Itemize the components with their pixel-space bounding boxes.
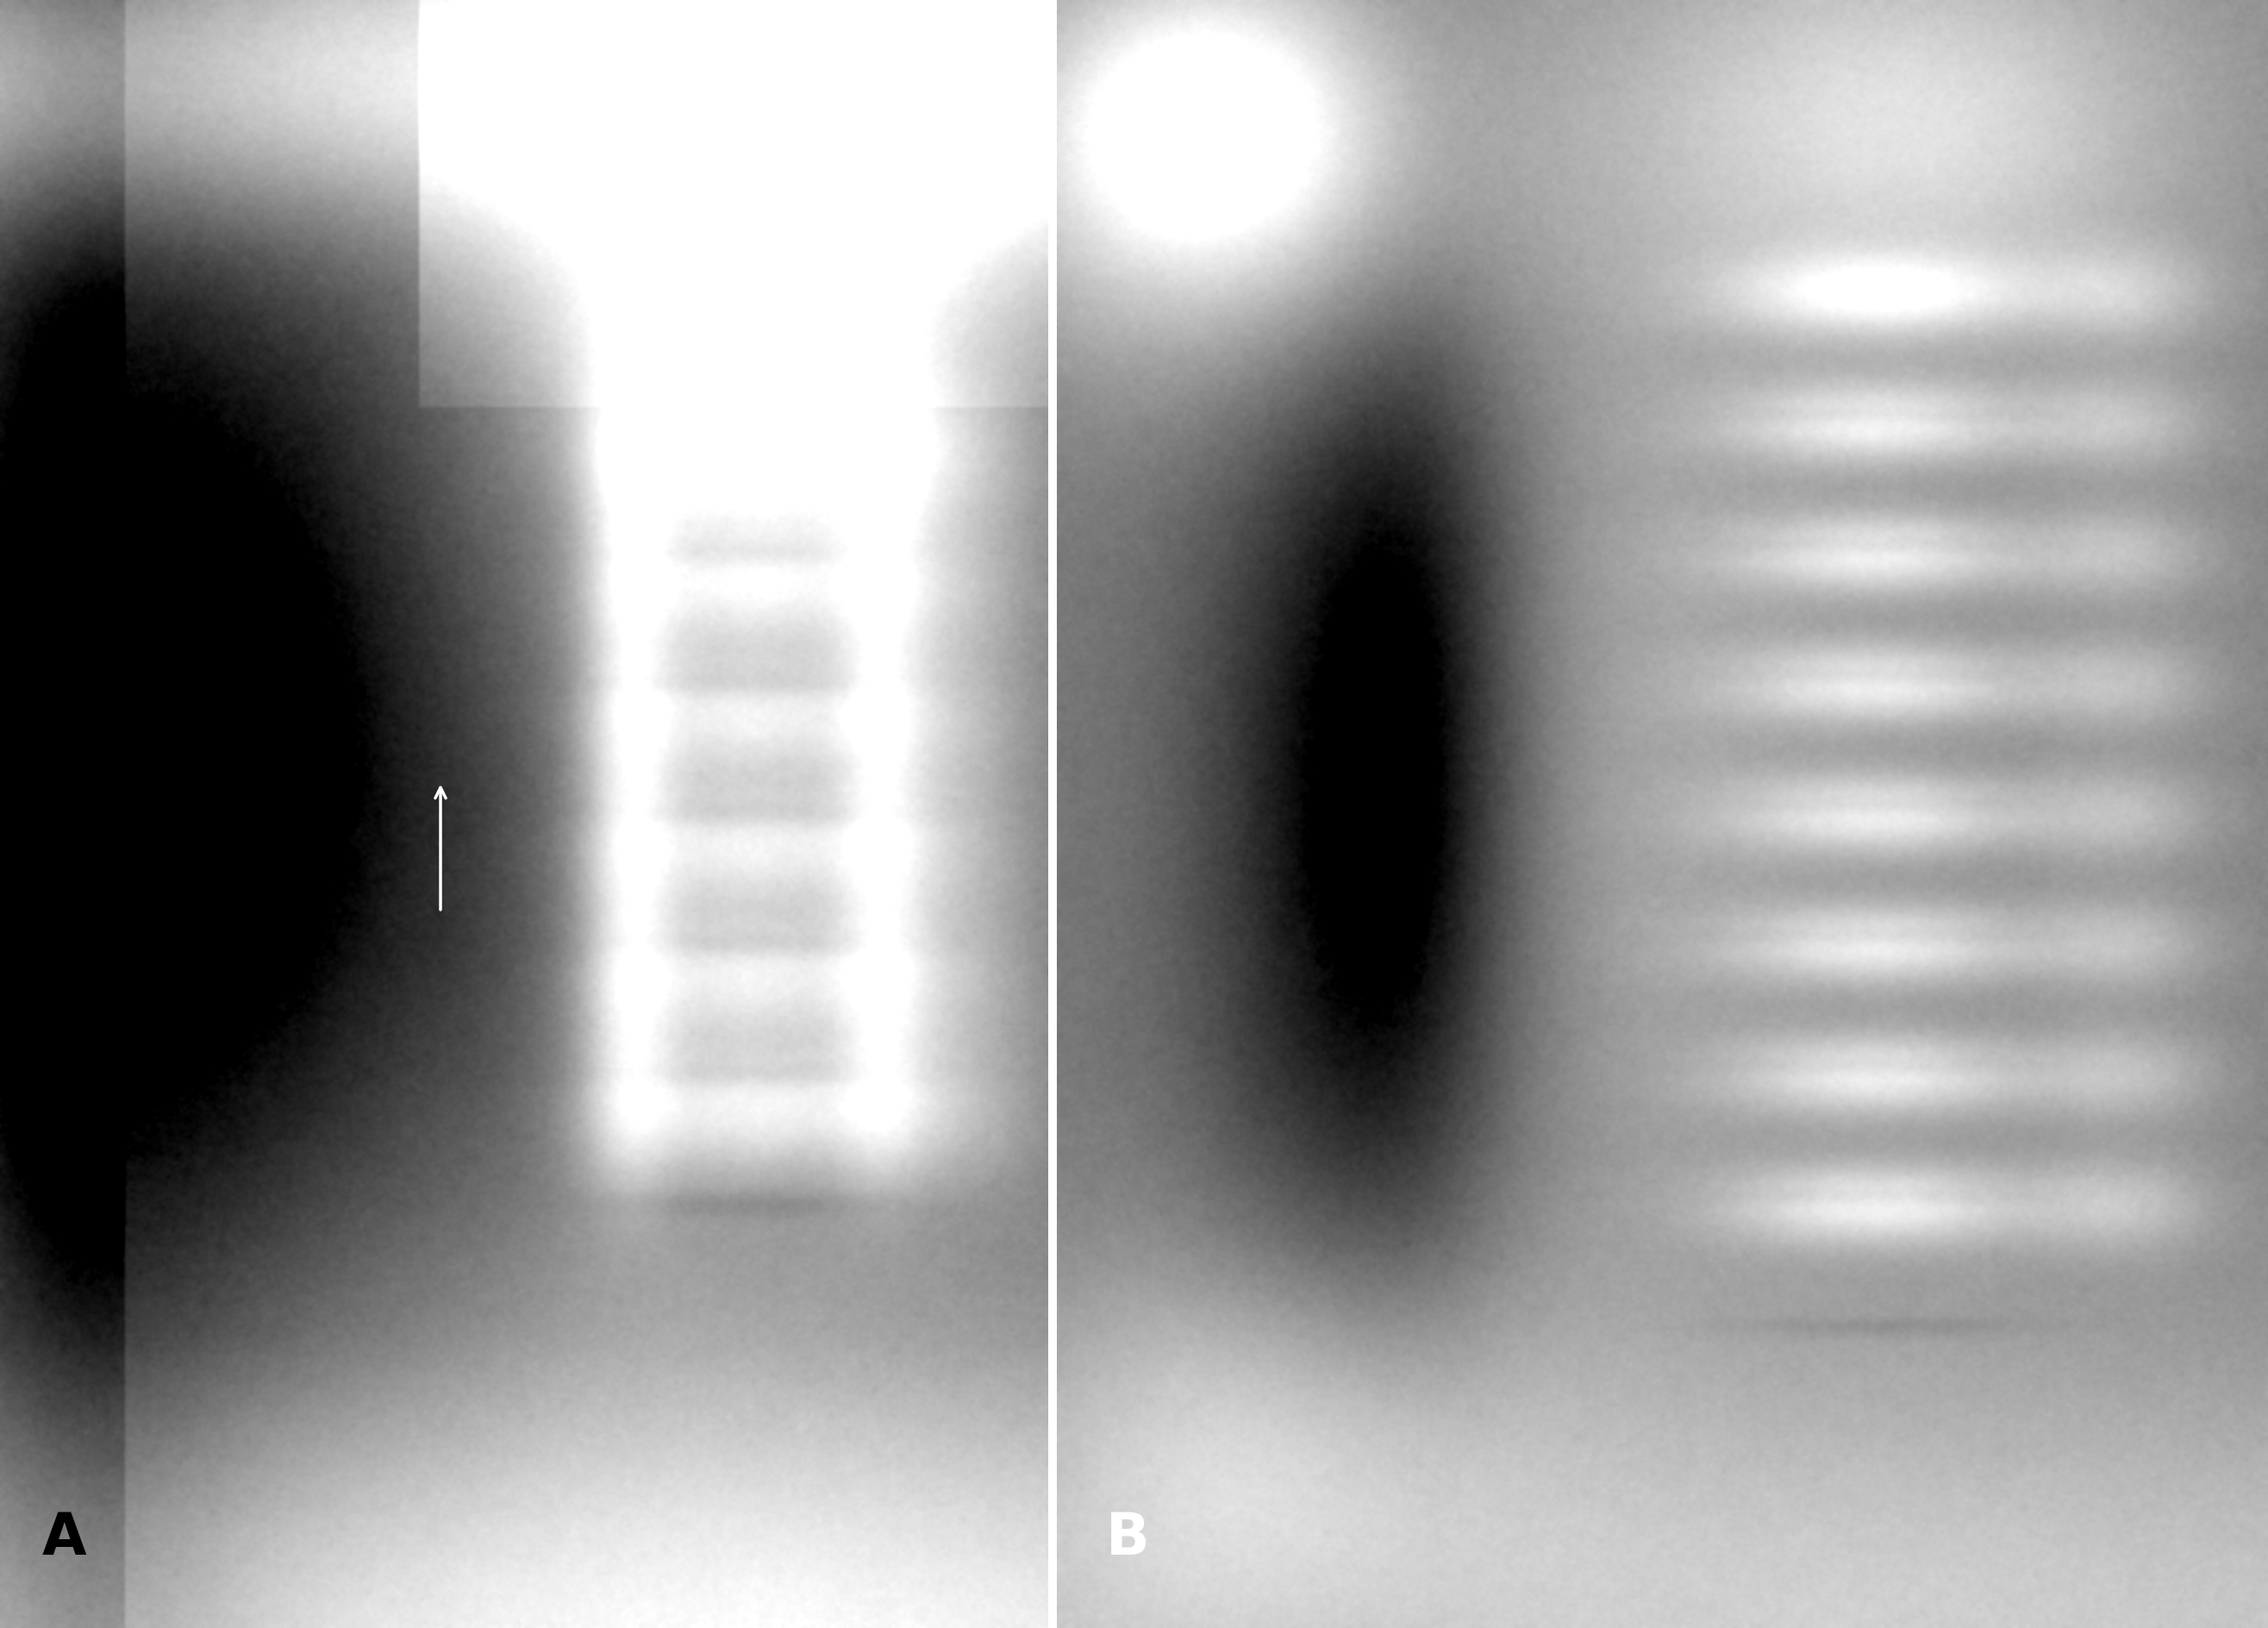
Text: B: B <box>1107 1509 1150 1566</box>
Text: A: A <box>43 1509 86 1566</box>
